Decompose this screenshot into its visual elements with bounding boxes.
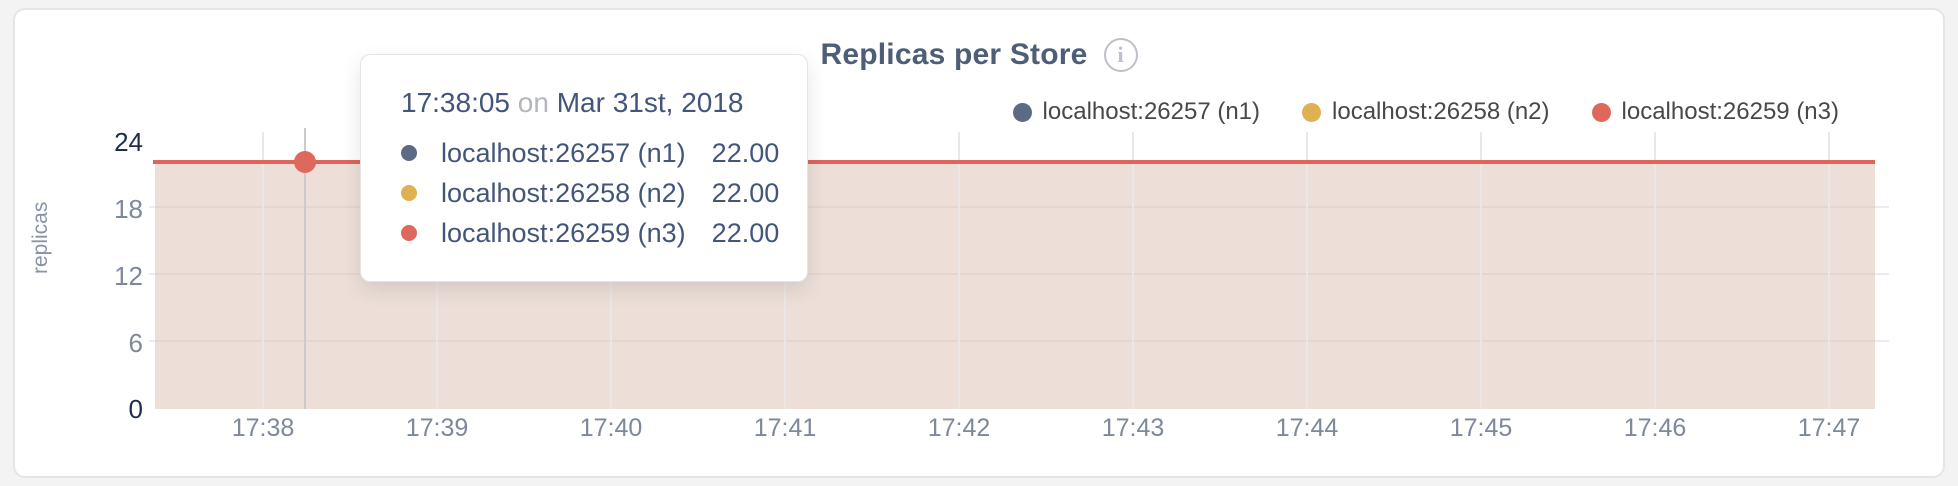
- chart-card: Replicas per Store i localhost:26257 (n1…: [13, 8, 1945, 478]
- legend-dot-n2-icon: [1302, 102, 1322, 122]
- xtick-1739: 17:39: [405, 414, 469, 442]
- tooltip-row-n3: localhost:26259 (n3) 22.00: [401, 213, 779, 253]
- xtick-1746: 17:46: [1623, 414, 1687, 442]
- ytick-12: 12: [114, 261, 143, 291]
- xtick-1741: 17:41: [753, 414, 817, 442]
- tooltip-value-n2: 22.00: [711, 177, 780, 208]
- ytick-6: 6: [128, 328, 143, 358]
- hover-point: [294, 151, 316, 173]
- xtick-1740: 17:40: [579, 414, 643, 442]
- xtick-1743: 17:43: [1101, 414, 1165, 442]
- tooltip-conjunction: on: [517, 87, 549, 118]
- ytick-18: 18: [114, 194, 143, 224]
- legend-item-n1[interactable]: localhost:26257 (n1): [1012, 98, 1261, 126]
- chart-legend: localhost:26257 (n1) localhost:26258 (n2…: [1012, 98, 1839, 126]
- tooltip-dot-n3-icon: [401, 225, 417, 241]
- tooltip-time: 17:38:05: [401, 87, 510, 118]
- tooltip-row-n2: localhost:26258 (n2) 22.00: [401, 173, 779, 213]
- legend-item-n2[interactable]: localhost:26258 (n2): [1302, 98, 1550, 126]
- legend-dot-n3-icon: [1591, 102, 1611, 122]
- legend-label-n1: localhost:26257 (n1): [1042, 98, 1261, 125]
- legend-item-n3[interactable]: localhost:26259 (n3): [1591, 98, 1839, 126]
- chart-title: Replicas per Store: [820, 38, 1088, 71]
- xtick-1747: 17:47: [1797, 414, 1861, 442]
- xtick-1745: 17:45: [1449, 414, 1513, 442]
- tooltip-label-n3: localhost:26259 (n3): [441, 217, 686, 248]
- tooltip-value-n3: 22.00: [711, 217, 780, 248]
- tooltip-date: Mar 31st, 2018: [556, 87, 744, 118]
- legend-label-n2: localhost:26258 (n2): [1332, 98, 1550, 125]
- xtick-1744: 17:44: [1275, 414, 1339, 442]
- ytick-0: 0: [128, 394, 143, 424]
- tooltip-label-n1: localhost:26257 (n1): [441, 137, 686, 168]
- xtick-1742: 17:42: [927, 414, 991, 442]
- tooltip-dot-n2-icon: [401, 185, 417, 201]
- info-icon[interactable]: i: [1103, 38, 1138, 72]
- legend-label-n3: localhost:26259 (n3): [1621, 98, 1839, 125]
- y-axis-label: replicas: [29, 201, 52, 274]
- tooltip-row-n1: localhost:26257 (n1) 22.00: [401, 133, 779, 173]
- xtick-1738: 17:38: [231, 414, 295, 442]
- tooltip-timestamp: 17:38:05 on Mar 31st, 2018: [401, 87, 771, 119]
- tooltip-dot-n1-icon: [401, 145, 417, 161]
- hover-tooltip: 17:38:05 on Mar 31st, 2018 localhost:262…: [360, 54, 808, 282]
- tooltip-value-n1: 22.00: [711, 137, 780, 168]
- chart-header: Replicas per Store i: [15, 38, 1943, 72]
- plot-area[interactable]: [15, 10, 1947, 480]
- ytick-24: 24: [114, 127, 143, 157]
- legend-dot-n1-icon: [1012, 102, 1032, 122]
- tooltip-label-n2: localhost:26258 (n2): [441, 177, 686, 208]
